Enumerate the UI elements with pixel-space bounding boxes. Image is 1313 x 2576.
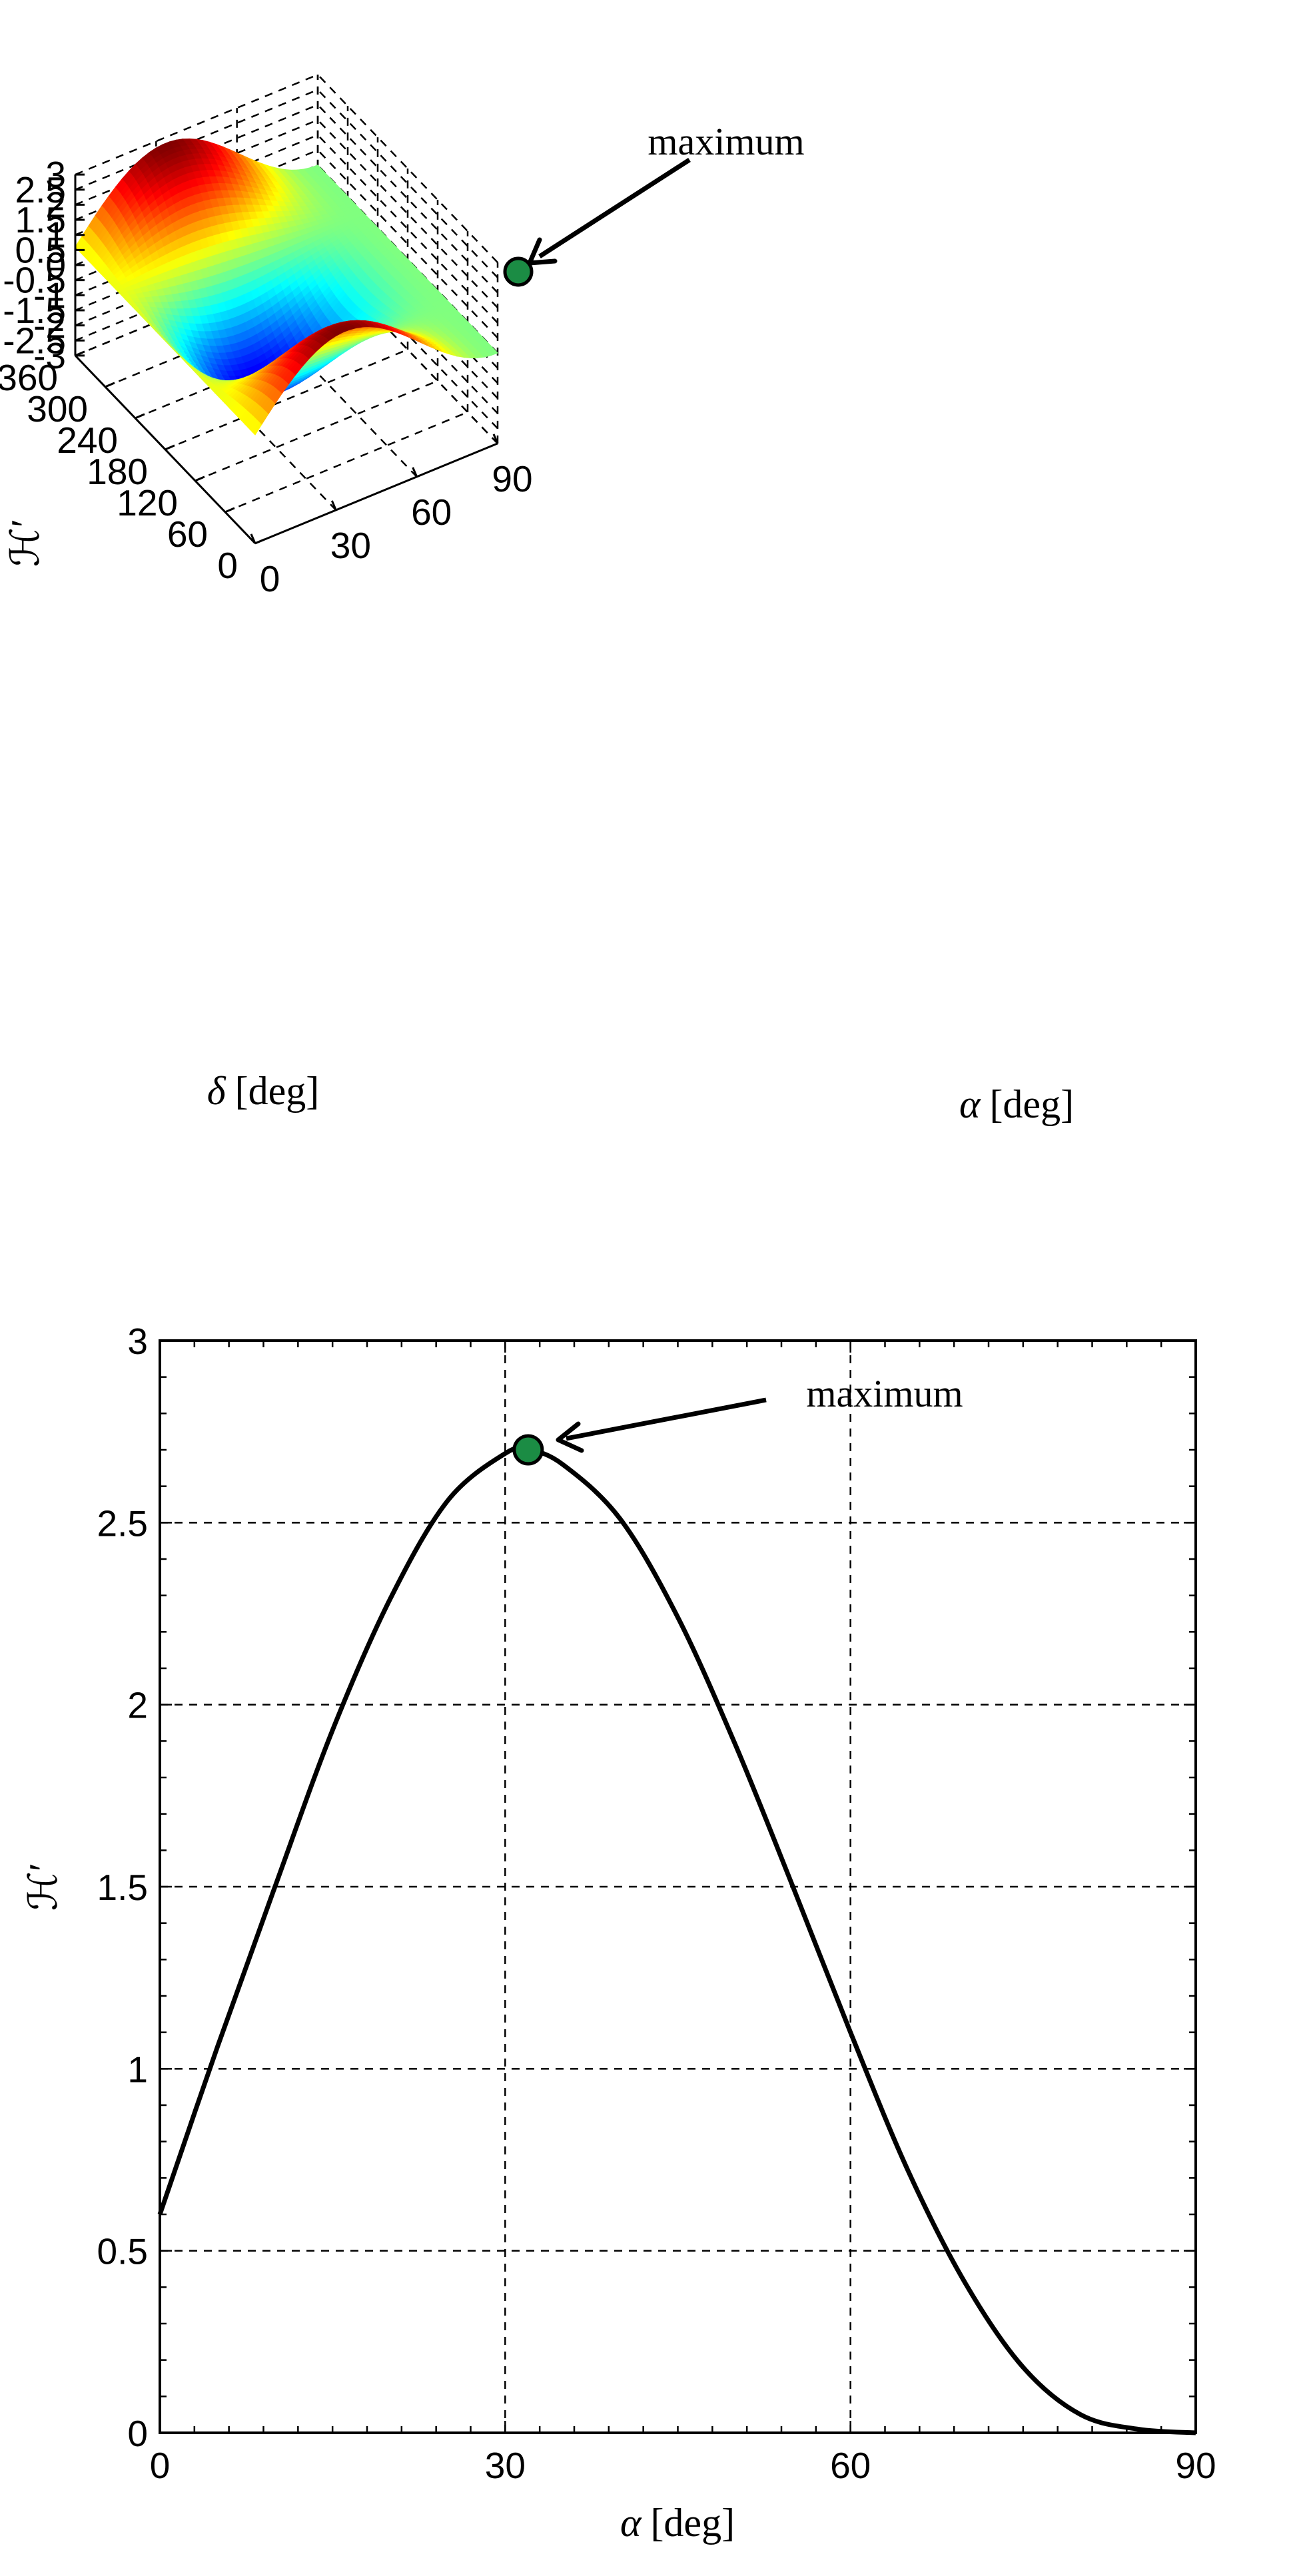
line-y-axis-label: ℋ′ bbox=[21, 1863, 65, 1911]
line-series bbox=[157, 1445, 1196, 2435]
surface-z-tick-label: 2.5 bbox=[15, 169, 66, 210]
surface-z-axis-label: ℋ′ bbox=[3, 519, 47, 567]
line-maximum-marker bbox=[512, 1434, 544, 1466]
surface-y-tick bbox=[75, 350, 85, 357]
line-plot-frame bbox=[159, 1339, 1197, 2434]
line-annotation-arrowhead bbox=[556, 1421, 584, 1453]
surface-z-tick-label: 0 bbox=[45, 244, 66, 286]
surface-x-tick bbox=[250, 533, 256, 544]
line-x-tick-label: 60 bbox=[830, 2445, 871, 2486]
surface-y-tick-label: 360 bbox=[0, 357, 58, 398]
surface-x-axis bbox=[254, 442, 498, 545]
surface-y-axis-label: δ [deg] bbox=[207, 1069, 319, 1113]
line-x-axis-label: α [deg] bbox=[620, 2501, 735, 2545]
surface-maximum-annotation: maximum bbox=[503, 120, 805, 287]
surface-z-tick-label: 1 bbox=[45, 214, 66, 256]
surface-z-tick-label: -1.5 bbox=[3, 290, 66, 331]
surface-x-tick-label: 0 bbox=[260, 558, 280, 599]
surface-maximum-marker bbox=[503, 256, 534, 287]
surface-y-tick-label: 120 bbox=[117, 482, 178, 523]
surface-axes bbox=[74, 173, 499, 545]
surface-x-tick-label: 60 bbox=[411, 491, 452, 533]
surface-y-tick-label: 0 bbox=[217, 545, 238, 586]
surface-annotation-arrowhead bbox=[527, 237, 558, 266]
surface-z-tick-label: -2.5 bbox=[3, 320, 66, 361]
line-y-tick-label: 3 bbox=[127, 1321, 148, 1362]
line-x-tick-label: 0 bbox=[150, 2445, 171, 2486]
surface-y-tick-label: 180 bbox=[87, 451, 148, 492]
surface-y-tick-label: 300 bbox=[27, 388, 88, 430]
line-y-tick-label: 2 bbox=[127, 1685, 148, 1726]
line-annotation-arrow bbox=[566, 1397, 767, 1441]
surface-x-tick-label: 90 bbox=[492, 458, 532, 499]
surface-z-tick-label: 2 bbox=[45, 184, 66, 225]
line-y-tick-label: 0.5 bbox=[97, 2231, 148, 2272]
surface-z-tick-label: -3 bbox=[33, 335, 66, 376]
surface-y-tick-label: 60 bbox=[167, 513, 208, 555]
surface-y-tick-label: 240 bbox=[57, 420, 118, 461]
surface-x-tick bbox=[492, 434, 499, 444]
line-maximum-annotation: maximum bbox=[512, 1372, 963, 1466]
surface-z-tick-label: -1 bbox=[33, 274, 66, 316]
surface-z-tick-label: 1.5 bbox=[15, 199, 66, 240]
surface-patch bbox=[488, 350, 499, 356]
surface-x-tick-label: 30 bbox=[330, 525, 371, 566]
surface-tick-labels: -3-2.5-2-1.5-1-0.500.511.522.53060120180… bbox=[0, 154, 533, 599]
line-y-tick-label: 2.5 bbox=[97, 1502, 148, 1544]
surface-y-tick bbox=[135, 413, 145, 420]
surface-z-tick-label: -0.5 bbox=[3, 260, 66, 301]
surface-y-tick bbox=[224, 507, 235, 513]
surface-z-tick-label: 0.5 bbox=[15, 229, 66, 270]
surface-z-tick-label: 3 bbox=[45, 154, 66, 195]
surface-annotation-arrow bbox=[538, 158, 691, 258]
line-y-tick-label: 1 bbox=[127, 2049, 148, 2090]
surface-y-tick bbox=[105, 382, 115, 388]
line-tick-labels: 0 30 60 90 0 0.5 1 1.5 2 2.5 3 bbox=[97, 1321, 1216, 2486]
line-y-tick-label: 1.5 bbox=[97, 1867, 148, 1908]
surface-x-axis-label: α [deg] bbox=[959, 1082, 1074, 1126]
line-y-tick-label: 0 bbox=[127, 2413, 148, 2454]
surface-annotation-label: maximum bbox=[648, 120, 804, 163]
surface-chart: -3-2.5-2-1.5-1-0.500.511.522.53060120180… bbox=[0, 73, 1074, 1126]
surface-y-tick bbox=[195, 476, 205, 482]
surface-z-tick-label: -2 bbox=[33, 305, 66, 346]
line-chart: 0 30 60 90 0 0.5 1 1.5 2 2.5 3 ℋ′ α [deg] maximum bbox=[21, 1321, 1216, 2545]
surface-x-tick bbox=[412, 467, 418, 478]
line-annotation-label: maximum bbox=[806, 1372, 963, 1415]
surface-x-tick bbox=[330, 500, 337, 511]
surface-y-tick bbox=[165, 444, 175, 451]
line-grid bbox=[160, 1341, 1196, 2433]
line-x-tick-label: 30 bbox=[485, 2445, 526, 2486]
line-x-tick-label: 90 bbox=[1175, 2445, 1216, 2486]
surface-mesh bbox=[75, 138, 499, 436]
